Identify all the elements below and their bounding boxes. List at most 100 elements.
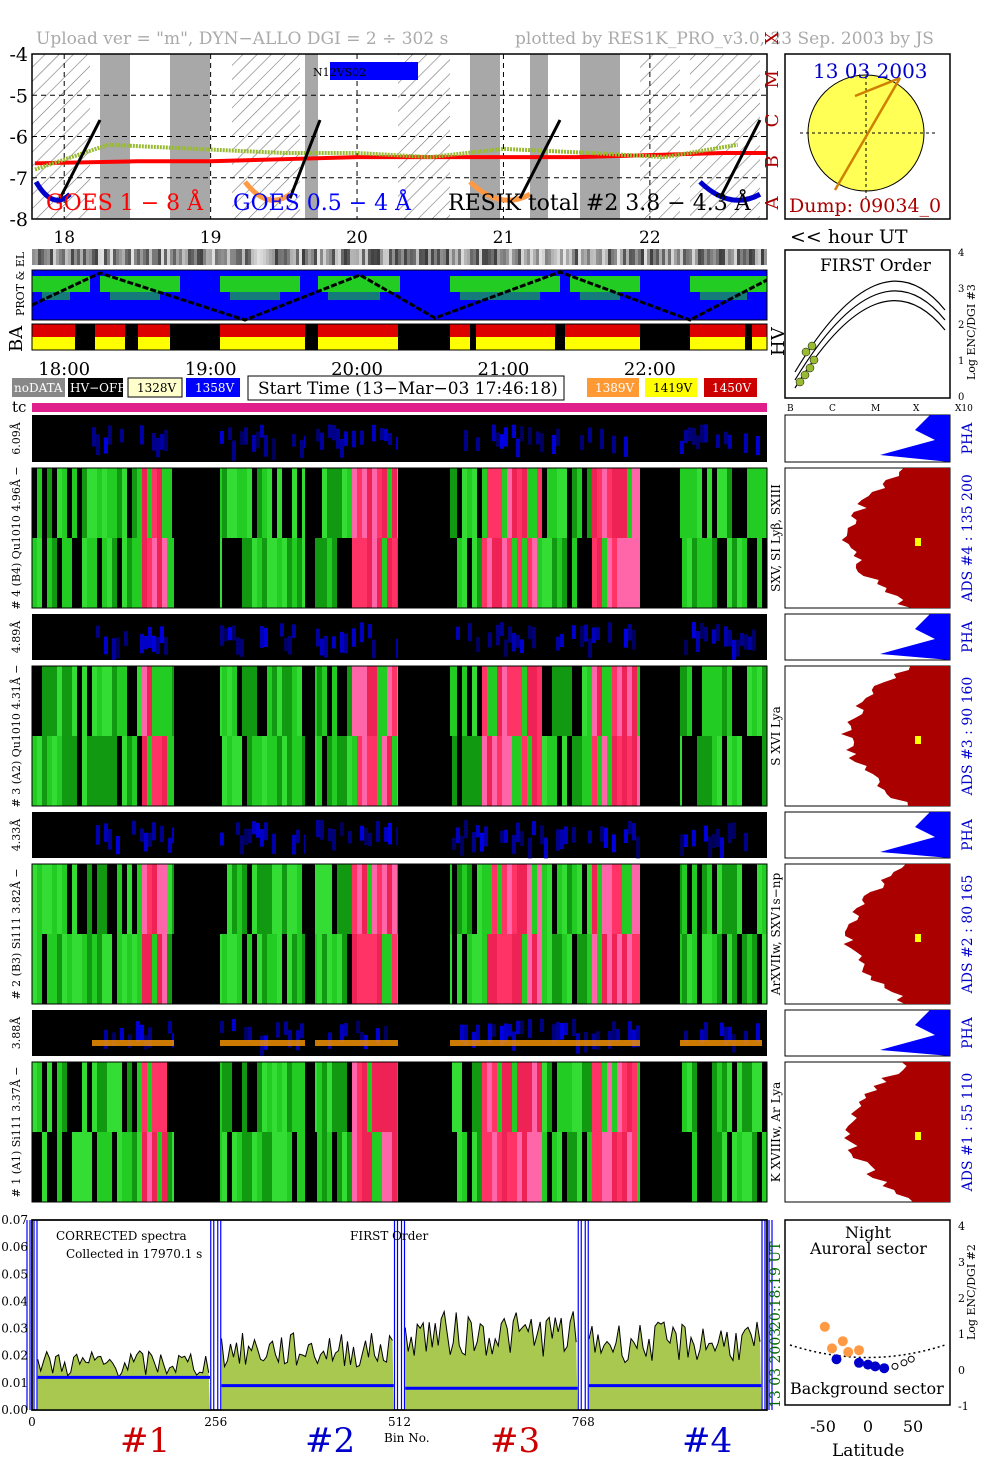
pha-cell: [236, 822, 240, 835]
spectrogram-cell: [257, 864, 262, 934]
strip-cell: [254, 249, 257, 265]
spectrogram-cell: [727, 1132, 732, 1202]
pha-cell: [680, 440, 684, 454]
spectrogram-cell: [372, 1062, 377, 1132]
spectrogram-cell: [42, 468, 47, 538]
pha-profile: [880, 1010, 950, 1056]
strip-cell: [179, 249, 182, 265]
first-order-ytick: 1: [958, 356, 964, 367]
spectrogram-cell: [752, 864, 757, 934]
strip-cell: [32, 249, 35, 265]
spectrogram-cell: [597, 864, 602, 934]
spectrogram-cell: [552, 864, 557, 934]
spectrogram-cell: [132, 1132, 137, 1202]
ba-black-block-5: [470, 324, 476, 350]
spectrogram-cell: [377, 1132, 382, 1202]
spectrogram-cell: [257, 1062, 262, 1132]
spectrogram-gap-3: [640, 666, 680, 806]
strip-cell: [437, 249, 440, 265]
spectrogram-cell: [102, 538, 107, 608]
spectrogram-cell: [462, 864, 467, 934]
pha-cell: [120, 428, 124, 443]
pha-cell: [168, 837, 172, 853]
spectrogram-cell: [747, 468, 752, 538]
pha-cell: [508, 1024, 512, 1037]
spectrogram-cell: [242, 1062, 247, 1132]
spectrogram-cell: [547, 1132, 552, 1202]
strip-cell: [659, 249, 662, 265]
spectrogram-cell: [722, 864, 727, 934]
pha-cell: [232, 625, 236, 641]
strip-cell: [200, 249, 203, 265]
pha-cell: [320, 820, 324, 840]
strip-cell: [101, 249, 104, 265]
pha-cell: [288, 1029, 292, 1048]
spectrogram-cell: [97, 736, 102, 806]
pha-cell: [500, 622, 504, 637]
spectrogram-cell: [452, 666, 457, 736]
spectrogram-cell: [627, 934, 632, 1004]
spectrogram-cell: [522, 1062, 527, 1132]
spectrogram-cell: [77, 1132, 82, 1202]
spectrogram-cell: [82, 468, 87, 538]
channel-3: 4.33Å# 2 (B3) Si111 3.82Å − ArXVIIw, SXV1…: [9, 811, 976, 1005]
goes-ytick: -8: [9, 209, 28, 231]
first-order-point-0: [795, 377, 805, 387]
spectrogram-cell: [697, 1132, 702, 1202]
spectrogram-cell: [547, 538, 552, 608]
pha-cell: [500, 434, 504, 449]
spectrogram-cell: [282, 538, 287, 608]
pha-cell: [316, 628, 320, 647]
spectrogram-cell: [637, 864, 642, 934]
pha-cell: [728, 629, 732, 647]
spectrogram-cell: [257, 736, 262, 806]
spectrogram-cell: [142, 1132, 147, 1202]
strip-cell: [272, 249, 275, 265]
spectrogram-cell: [92, 1132, 97, 1202]
spectrum-line-#1: [37, 1350, 210, 1379]
resik-rise-0: [58, 119, 102, 200]
spectrogram-cell: [682, 666, 687, 736]
hv-label: HV: [768, 326, 789, 356]
pha-cell: [388, 432, 392, 446]
spectrogram-cell: [587, 468, 592, 538]
ads-label: ADS #1 : 55 110: [960, 1073, 976, 1193]
pha-cell: [544, 837, 548, 859]
spectrogram-cell: [562, 666, 567, 736]
channel-range-label: # 2 (B3) Si111 3.82Å −: [9, 868, 23, 999]
strip-cell: [569, 249, 572, 265]
strip-cell: [557, 249, 560, 265]
spectrogram-cell: [637, 666, 642, 736]
spectrogram-cell: [602, 1062, 607, 1132]
spectrogram-cell: [507, 1062, 512, 1132]
spectrogram-cell: [467, 538, 472, 608]
pha-cell: [692, 622, 696, 639]
spectrogram-gap-2: [398, 864, 450, 1004]
strip-cell: [611, 249, 614, 265]
pha-cell: [728, 823, 732, 844]
spectrogram-cell: [77, 1062, 82, 1132]
spectrogram-cell: [42, 538, 47, 608]
pha-cell: [468, 623, 472, 642]
range-1: #1: [120, 1421, 170, 1461]
pha-cell: [320, 638, 324, 656]
spectrogram-cell: [62, 1062, 67, 1132]
spectrogram-cell: [732, 934, 737, 1004]
spectrogram-cell: [747, 1062, 752, 1132]
spectrogram-cell: [572, 1132, 577, 1202]
spectrogram-cell: [602, 934, 607, 1004]
spectrogram-cell: [712, 468, 717, 538]
pha-cell: [492, 1024, 496, 1037]
spectrogram-cell: [612, 864, 617, 934]
pha-cell: [504, 1023, 508, 1043]
spectrogram-cell: [372, 538, 377, 608]
spectrogram-cell: [252, 1062, 257, 1132]
spectrogram-cell: [152, 864, 157, 934]
strip-cell: [281, 249, 284, 265]
spectrogram-cell: [582, 1132, 587, 1202]
pha-gap-3: [640, 1010, 680, 1056]
latitude-ytick: 0: [958, 1364, 965, 1377]
pha-cell: [148, 626, 152, 648]
spectrogram-cell: [762, 1132, 767, 1202]
spectrogram-cell: [227, 736, 232, 806]
